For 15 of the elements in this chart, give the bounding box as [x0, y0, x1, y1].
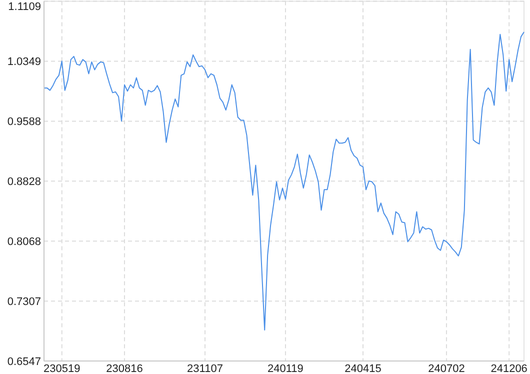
x-tick-label: 230816	[106, 363, 143, 374]
x-tick-label: 231107	[187, 363, 223, 374]
y-tick-label: 0.8828	[7, 176, 41, 188]
line-series	[44, 31, 524, 331]
y-tick-label: 0.8068	[7, 236, 41, 248]
y-tick-label: 0.9588	[7, 116, 41, 128]
y-tick-label: 0.6547	[7, 356, 41, 368]
y-tick-label: 0.7307	[7, 296, 41, 308]
x-tick-label: 230519	[44, 363, 80, 374]
x-tick-label: 241206	[490, 363, 528, 374]
y-tick-label: 1.0349	[7, 56, 41, 68]
x-tick-label: 240702	[428, 363, 465, 374]
x-tick-label: 240415	[344, 363, 382, 374]
y-tick-label: 1.1109	[8, 0, 41, 13]
x-tick-label: 240119	[268, 363, 304, 374]
